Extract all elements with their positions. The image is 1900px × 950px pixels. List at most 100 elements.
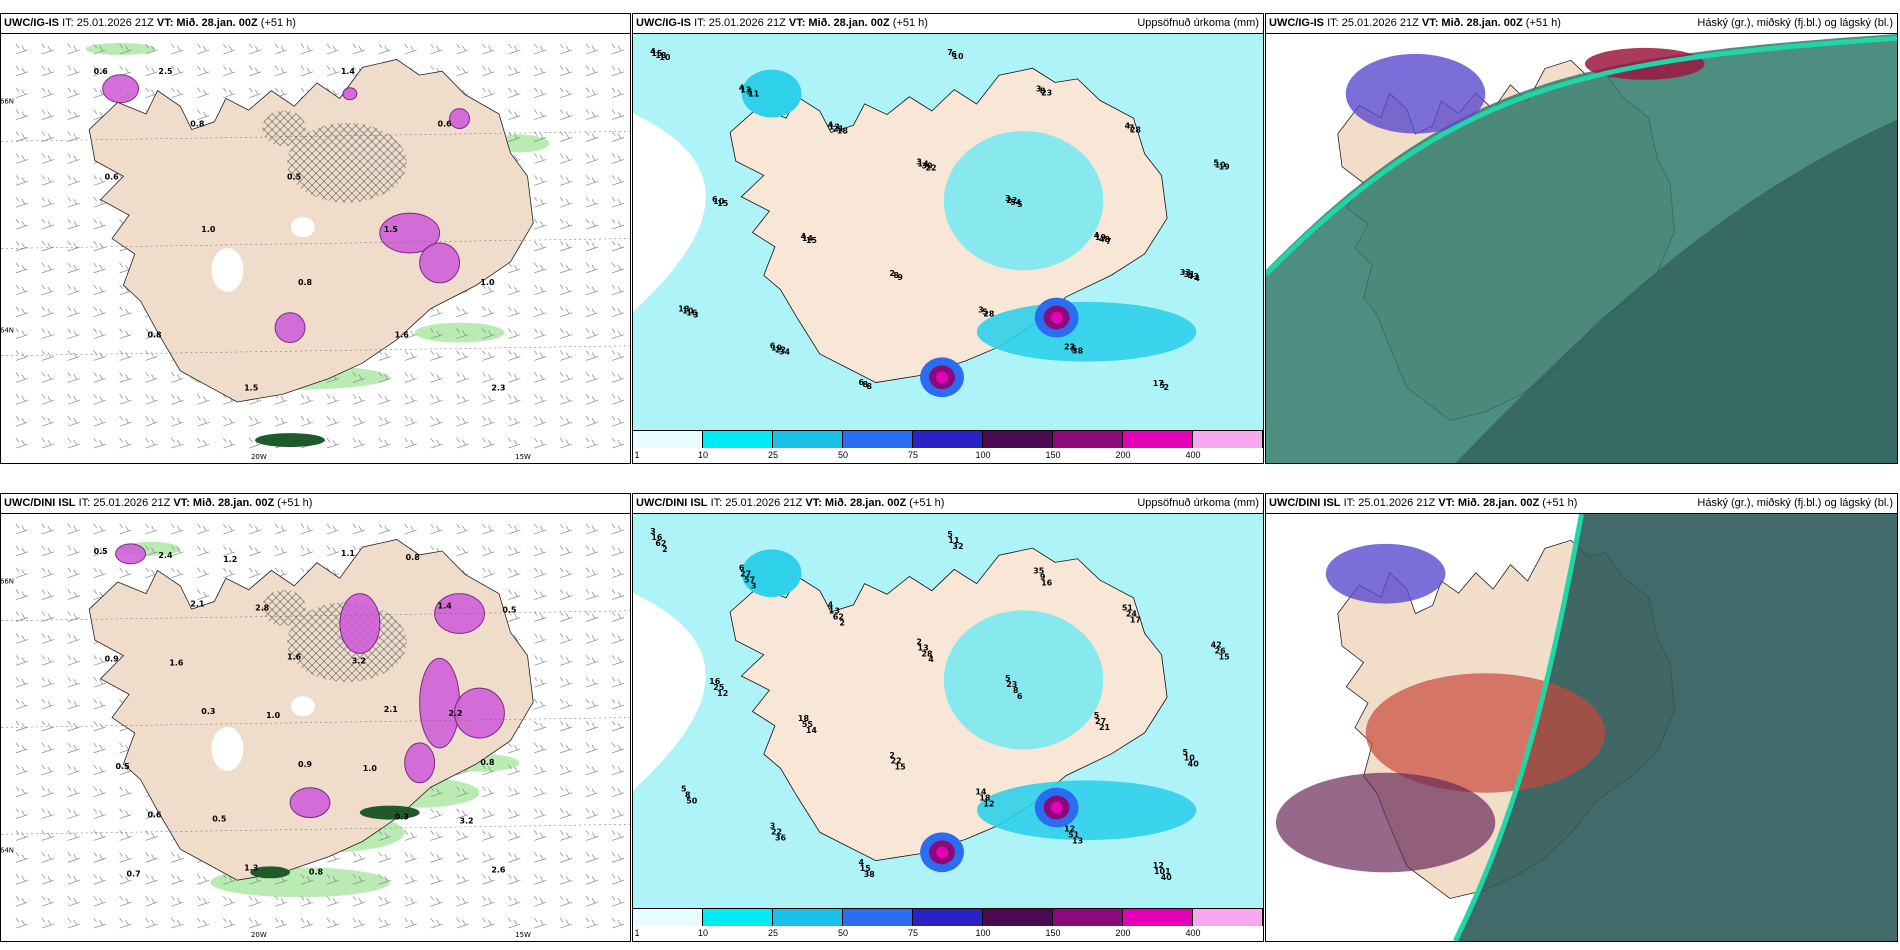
- model-name: UWC/IG-IS: [4, 17, 59, 29]
- wind-barb: [378, 917, 391, 929]
- precip-value: 62: [655, 539, 666, 548]
- wind-barb: [611, 874, 625, 885]
- wind-barb: [326, 917, 340, 929]
- colorbar-tick: 25: [767, 450, 779, 460]
- magenta-area: [289, 787, 331, 819]
- wind-barb: [585, 698, 599, 710]
- precip-value: 10: [659, 53, 671, 62]
- wind-barb: [41, 131, 54, 142]
- wind-barb: [534, 109, 547, 120]
- wind-barb: [15, 306, 29, 318]
- wind-barb: [352, 852, 365, 863]
- wind-barb: [145, 328, 158, 339]
- cloud-map[interactable]: [1266, 514, 1897, 941]
- wind-barb: [171, 567, 184, 579]
- wind-barb: [585, 372, 599, 383]
- wind-barb: [93, 764, 106, 776]
- wind-barb: [559, 87, 573, 99]
- wind-barb: [274, 416, 288, 427]
- precip-value: 5: [1160, 381, 1166, 390]
- wind-barb: [482, 284, 495, 296]
- magenta-area: [419, 657, 461, 749]
- wind-barb: [41, 852, 54, 863]
- wind-barb: [300, 523, 314, 535]
- precip-map[interactable]: 4 4 4 3 3 4 33 18 6 6 7 3 4 5 6 4 2 3 22 17 15 13 13 14 22 19 31 10…: [633, 34, 1263, 431]
- wind-barb: [611, 720, 625, 732]
- wind-barb: [171, 87, 184, 99]
- low-cloud: [1455, 514, 1897, 941]
- wind-barb: [559, 197, 573, 208]
- wind-barb: [67, 567, 80, 579]
- wind-value: 0.5: [116, 762, 130, 771]
- cloud-map[interactable]: [1266, 34, 1897, 463]
- precip-value: 28: [1130, 126, 1142, 135]
- precip-value: 15: [860, 864, 871, 873]
- wind-map[interactable]: 66N 64N 20W 15W 0.5 2.1 1.6 2.1 0.8 0.6 1.3 1.1 1.4 0…: [1, 514, 630, 941]
- wind-barb: [534, 764, 547, 776]
- precip-value: 6: [1017, 692, 1023, 701]
- wind-barb: [326, 437, 340, 449]
- wind-barb: [15, 284, 29, 296]
- wind-barb: [585, 567, 599, 579]
- wind-barb: [15, 896, 29, 907]
- magenta-area: [379, 212, 441, 254]
- wind-barb: [534, 720, 547, 732]
- precip-value: 30: [922, 161, 934, 170]
- wind-barb: [534, 545, 547, 557]
- wind-barb: [41, 655, 54, 666]
- wind-barb: [378, 437, 391, 449]
- wind-barb: [559, 284, 573, 296]
- precip-value: 14: [802, 234, 814, 243]
- wind-barb: [119, 306, 132, 318]
- colorbar-swatch: [633, 909, 703, 926]
- wind-barb: [534, 240, 547, 252]
- wind-value: 0.3: [201, 707, 215, 716]
- wind-barb: [197, 523, 210, 535]
- precip-map[interactable]: 3 6 4 2 5 5 5 5 3 4 5 35 51 42 16 18 2 14 12 12 16 27 13 13 23 27…: [633, 514, 1263, 909]
- wind-value: 1.0: [480, 278, 495, 287]
- wind-barb: [223, 87, 236, 99]
- coord-label: 66N: [1, 578, 14, 586]
- wind-barb: [430, 830, 443, 841]
- magenta-area: [274, 312, 306, 344]
- precip-value: 3: [693, 311, 699, 320]
- wind-barb: [93, 698, 106, 710]
- wind-barb: [585, 87, 599, 99]
- wind-value: 0.8: [309, 867, 324, 876]
- wind-barb: [352, 416, 365, 427]
- precip-value: 6: [739, 564, 745, 573]
- wind-barb: [67, 109, 80, 120]
- wind-barb: [41, 153, 54, 164]
- coord-label: 64N: [1, 327, 14, 335]
- wind-barb: [67, 545, 80, 557]
- wind-barb: [171, 394, 184, 405]
- coord-label: 66N: [1, 98, 14, 106]
- glacier: [211, 248, 244, 292]
- precip-value: 18: [678, 305, 690, 314]
- wind-barb: [508, 764, 521, 776]
- wind-barb: [559, 589, 573, 600]
- wind-barb: [145, 874, 158, 885]
- wind-barb: [508, 589, 521, 600]
- wind-barb: [611, 523, 625, 535]
- wind-barb: [15, 874, 29, 885]
- wind-barb: [326, 545, 340, 557]
- wind-map[interactable]: 66N 64N 20W 15W 0.6 0.8 0.5 1.5 1.0 0.8 1.5 1.4 0.6 0…: [1, 34, 630, 463]
- precip-value: 4: [828, 601, 834, 610]
- wind-barb: [67, 437, 80, 449]
- precip-value: 2: [840, 618, 846, 627]
- precip-value: 51: [1122, 604, 1133, 613]
- wind-barb: [404, 523, 417, 535]
- wind-barb: [119, 786, 132, 798]
- panel-dini-clouds: UWC/DINI ISL IT: 25.01.2026 21Z VT: Mið.…: [1265, 493, 1898, 942]
- precip-value: 22: [926, 163, 937, 172]
- glacier: [290, 217, 315, 238]
- wind-barb: [223, 567, 236, 579]
- wind-barb: [534, 698, 547, 710]
- wind-barb: [508, 830, 521, 841]
- wind-barb: [585, 416, 599, 427]
- wind-barb: [300, 43, 314, 55]
- wind-barb: [15, 416, 29, 427]
- wind-barb: [404, 852, 417, 863]
- magenta-area: [419, 242, 461, 284]
